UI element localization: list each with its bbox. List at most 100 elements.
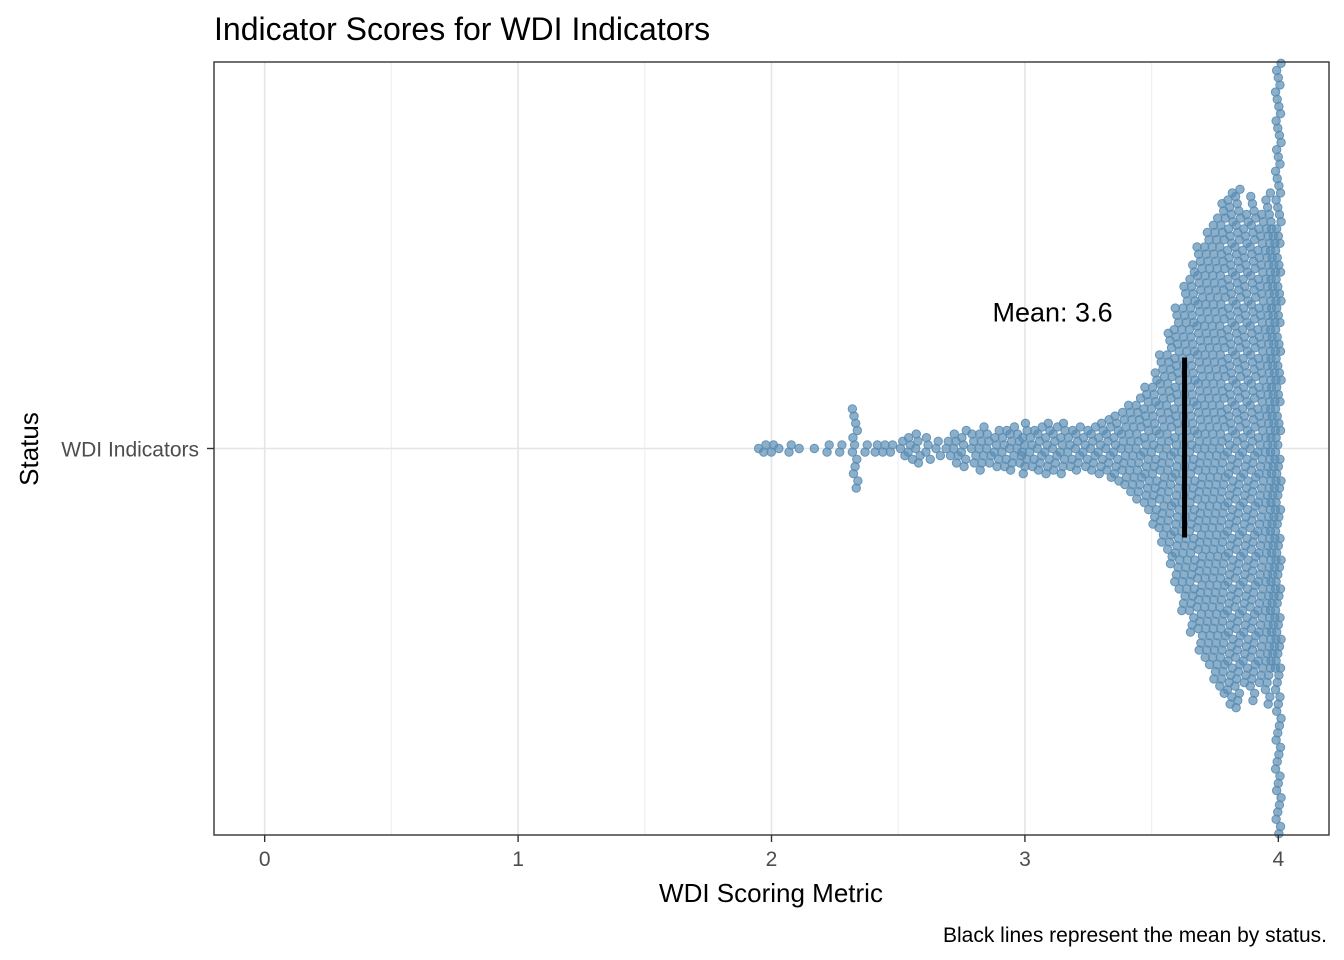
data-point [1163, 379, 1173, 389]
data-point [1271, 548, 1282, 558]
data-point [1222, 605, 1233, 616]
x-tick-label: 0 [259, 848, 271, 871]
data-point [1231, 299, 1241, 310]
data-point [1237, 526, 1248, 536]
data-point [911, 429, 921, 439]
data-point [1238, 656, 1248, 666]
data-point [1271, 469, 1282, 479]
data-point [1260, 685, 1271, 695]
data-point [1238, 577, 1248, 587]
data-point [1216, 220, 1226, 231]
data-point [786, 440, 796, 450]
data-point [1230, 191, 1241, 202]
data-point [1237, 325, 1248, 335]
data-point [1238, 353, 1248, 364]
data-point [1222, 404, 1233, 414]
data-point [1184, 325, 1195, 335]
data-point [1246, 220, 1257, 231]
data-point [1041, 469, 1051, 479]
data-point [925, 454, 935, 464]
data-point [1231, 220, 1241, 231]
data-point [1245, 242, 1255, 252]
x-tick-label: 3 [1019, 848, 1031, 871]
data-point [1230, 652, 1241, 662]
data-point [1237, 404, 1248, 414]
data-point [1271, 353, 1281, 364]
data-point [774, 443, 784, 454]
data-point [1241, 209, 1252, 220]
data-point [1271, 224, 1282, 234]
data-point [1230, 350, 1241, 360]
data-point [1096, 418, 1107, 428]
data-point [1239, 303, 1249, 313]
data-point [1162, 494, 1172, 504]
data-point [1185, 274, 1195, 284]
data-point [1146, 404, 1157, 414]
data-point [1223, 469, 1234, 479]
data-point [1270, 605, 1281, 616]
data-point [1270, 526, 1281, 536]
data-point [1086, 465, 1097, 475]
data-point [1216, 465, 1226, 475]
data-point [1109, 433, 1119, 443]
data-point [1230, 494, 1241, 504]
data-point [1271, 656, 1281, 666]
data-point [1246, 191, 1256, 202]
x-axis: 0 1 2 3 4 [259, 835, 1284, 871]
data-point [1245, 681, 1255, 691]
data-point [1215, 350, 1226, 360]
data-point [1246, 494, 1256, 504]
data-point [1271, 706, 1282, 716]
data-point [1223, 195, 1233, 205]
data-point [1223, 656, 1233, 666]
data-point [1185, 627, 1196, 637]
data-point [1216, 299, 1226, 310]
data-point [1230, 523, 1240, 533]
data-point [1246, 465, 1257, 475]
data-point [1223, 548, 1234, 558]
data-point [1271, 785, 1282, 796]
data-point [1271, 195, 1281, 205]
data-point [1071, 429, 1081, 439]
data-point [1237, 605, 1248, 616]
y-axis-title: Status [14, 412, 44, 486]
data-point [1215, 523, 1225, 533]
y-axis: WDI Indicators [61, 439, 214, 462]
data-point [921, 433, 932, 443]
data-point [1265, 188, 1276, 198]
data-point [1271, 274, 1281, 284]
data-point [1245, 523, 1255, 533]
data-point [1033, 429, 1043, 439]
data-point [1239, 548, 1249, 558]
data-point [959, 461, 969, 472]
data-point [809, 443, 820, 454]
data-point [1230, 242, 1240, 252]
data-point [997, 433, 1008, 443]
data-point [1276, 58, 1286, 68]
data-point [1230, 681, 1240, 691]
data-point [1271, 116, 1281, 126]
data-point [935, 451, 946, 461]
data-point [1230, 429, 1241, 439]
data-point [1162, 350, 1172, 360]
x-axis-title: WDI Scoring Metric [659, 878, 883, 908]
data-point [1215, 271, 1226, 281]
data-point [1270, 325, 1281, 335]
data-point [1271, 382, 1282, 392]
data-point [1058, 418, 1069, 428]
data-point [1246, 299, 1257, 310]
data-point [1230, 271, 1241, 281]
data-point [1223, 497, 1233, 508]
data-point [1147, 469, 1158, 479]
data-point [1238, 433, 1248, 443]
data-point [1222, 325, 1233, 335]
data-point [1230, 602, 1240, 612]
data-point [1271, 65, 1282, 76]
data-point [1216, 623, 1226, 634]
data-point [1163, 544, 1173, 554]
data-point [1223, 303, 1234, 313]
data-point [1239, 382, 1249, 392]
data-point [1246, 652, 1256, 662]
data-point [1109, 469, 1120, 479]
